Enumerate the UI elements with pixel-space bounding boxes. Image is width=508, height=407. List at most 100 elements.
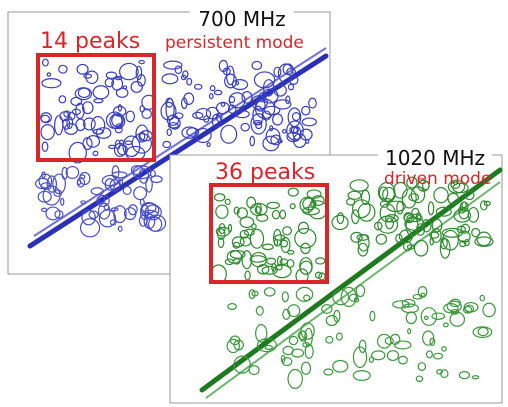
- contour: [406, 176, 418, 189]
- contour: [288, 75, 299, 85]
- contour: [447, 192, 459, 205]
- contour: [426, 350, 433, 359]
- contour: [384, 214, 399, 223]
- contour: [241, 91, 253, 104]
- contour: [421, 219, 432, 233]
- contour: [302, 206, 320, 216]
- contour: [479, 200, 488, 211]
- contour: [239, 216, 255, 229]
- mode-label: persistent mode: [165, 33, 304, 53]
- contour: [292, 133, 307, 149]
- peak-count: 36 peaks: [215, 160, 315, 185]
- peak-count: 14 peaks: [40, 29, 140, 54]
- contour: [261, 110, 272, 121]
- contour: [272, 228, 282, 247]
- contour: [193, 83, 203, 90]
- contour: [287, 187, 299, 197]
- contour: [81, 101, 94, 115]
- contour: [40, 124, 55, 141]
- contour: [258, 92, 267, 103]
- contour: [127, 204, 138, 216]
- contour: [163, 60, 183, 70]
- contour: [215, 204, 229, 219]
- contour: [449, 311, 466, 327]
- contour: [213, 193, 226, 202]
- contour: [248, 289, 256, 300]
- contour: [340, 286, 357, 308]
- contour: [232, 241, 241, 249]
- contour: [458, 370, 471, 380]
- contour: [457, 206, 466, 214]
- contour: [101, 174, 120, 187]
- contour: [287, 249, 295, 255]
- contour: [464, 190, 475, 201]
- contour: [348, 293, 359, 302]
- contour: [273, 66, 282, 78]
- contour: [215, 112, 223, 123]
- contour: [85, 70, 99, 85]
- contour: [297, 221, 310, 235]
- contour: [300, 242, 311, 255]
- contour: [280, 354, 286, 364]
- contour: [368, 356, 375, 363]
- contour: [401, 303, 420, 314]
- contour: [279, 258, 289, 265]
- contour: [299, 330, 308, 342]
- contour: [371, 350, 386, 361]
- contour: [281, 357, 293, 367]
- contour: [52, 173, 66, 195]
- contour: [133, 186, 148, 201]
- contour: [335, 332, 343, 341]
- contour: [386, 350, 400, 362]
- contour: [449, 298, 462, 308]
- contour: [403, 212, 413, 223]
- contour: [166, 128, 172, 137]
- contour: [224, 73, 238, 89]
- contour: [411, 207, 420, 218]
- contour: [161, 73, 179, 85]
- contour: [300, 361, 312, 375]
- contour: [88, 210, 99, 219]
- contour: [135, 124, 149, 143]
- contour: [420, 292, 426, 297]
- contour: [401, 188, 417, 209]
- contour: [65, 165, 80, 180]
- contour: [287, 83, 295, 91]
- contour: [301, 117, 317, 127]
- contour: [234, 110, 250, 119]
- contour: [192, 111, 204, 120]
- contour: [239, 229, 250, 239]
- contour: [105, 71, 118, 80]
- contour: [75, 118, 86, 132]
- contour: [256, 213, 269, 222]
- contour: [406, 213, 423, 223]
- contour: [254, 98, 276, 119]
- contour: [41, 78, 62, 89]
- contour: [148, 216, 163, 232]
- contour: [143, 211, 150, 216]
- contour: [325, 315, 339, 327]
- contour: [282, 226, 292, 236]
- label-bg: [378, 146, 492, 170]
- contour: [254, 98, 266, 112]
- contour: [464, 304, 475, 314]
- contour: [92, 128, 104, 135]
- contour: [226, 338, 240, 354]
- contour: [95, 127, 112, 139]
- contour: [114, 139, 121, 150]
- contour: [42, 58, 49, 67]
- contour: [427, 201, 435, 216]
- contour: [323, 368, 334, 376]
- contour: [252, 120, 263, 126]
- contour: [389, 333, 401, 345]
- contour: [226, 250, 243, 264]
- contour: [407, 328, 412, 335]
- contour: [243, 228, 255, 236]
- contour: [270, 134, 282, 146]
- panel-title: 1020 MHz: [385, 146, 485, 170]
- diagonal: [33, 47, 327, 237]
- contour: [441, 345, 447, 352]
- contour: [41, 207, 48, 213]
- contour: [130, 164, 144, 176]
- contour: [286, 67, 296, 77]
